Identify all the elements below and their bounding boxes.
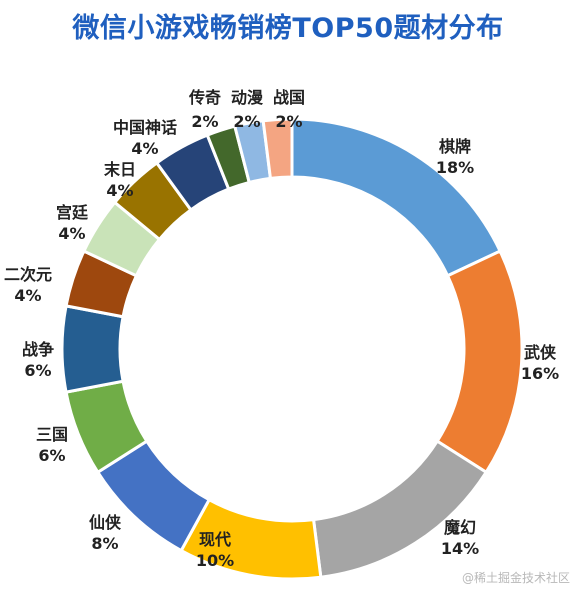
- slice-label-棋牌: 棋牌 18%: [436, 137, 474, 177]
- slice-label-武侠: 武侠 16%: [521, 343, 559, 383]
- slice-label-末日: 末日 4%: [104, 160, 136, 200]
- slice-label-中国神话: 中国神话 4%: [113, 118, 177, 158]
- slice-label-二次元: 二次元 4%: [4, 265, 52, 305]
- slice-武侠: [435, 249, 524, 475]
- slice-label-动漫: 动漫 2%: [231, 88, 263, 131]
- donut-slices: [60, 117, 524, 581]
- slice-label-战国: 战国 2%: [273, 88, 305, 131]
- slice-label-三国: 三国 6%: [36, 425, 68, 465]
- slice-label-宫廷: 宫廷 4%: [56, 203, 89, 243]
- watermark: @稀土掘金技术社区: [461, 571, 570, 585]
- slice-label-传奇: 传奇 2%: [188, 88, 221, 131]
- chart-title: 微信小游戏畅销榜TOP50题材分布: [72, 13, 504, 44]
- slice-label-魔幻: 魔幻 14%: [441, 518, 479, 558]
- slice-label-现代: 现代 10%: [196, 530, 234, 570]
- slice-label-战争: 战争 6%: [22, 340, 54, 380]
- slice-labels: 棋牌 18% 武侠 16% 魔幻 14% 现代 10% 仙侠 8% 三国 6% 战争 6% 二次元 4%宫廷 4…: [4, 88, 559, 570]
- slice-战国: [261, 117, 294, 181]
- slice-label-仙侠: 仙侠 8%: [89, 513, 122, 553]
- slice-战争: [60, 304, 125, 394]
